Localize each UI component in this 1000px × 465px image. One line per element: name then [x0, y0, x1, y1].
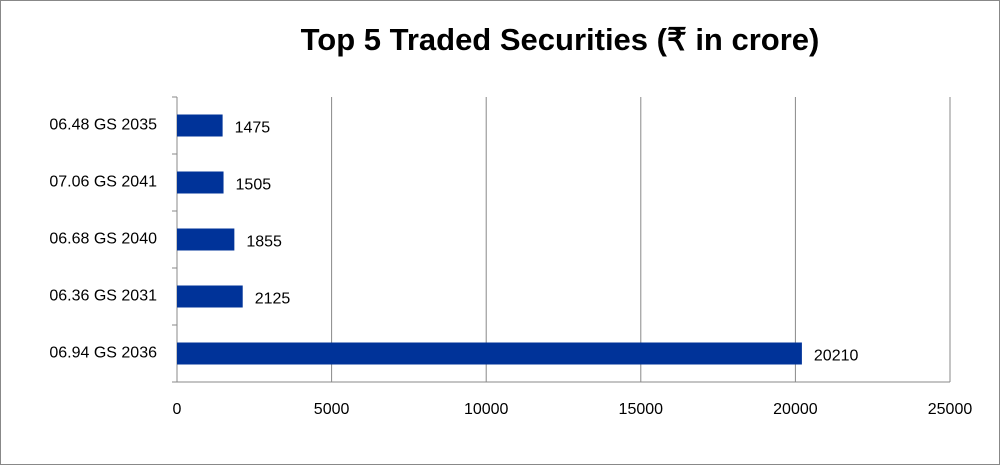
- bar: [177, 114, 223, 137]
- x-tick-label: 0: [173, 401, 182, 418]
- y-tick-label: 06.48 GS 2035: [49, 117, 157, 134]
- x-tick-label: 10000: [464, 401, 509, 418]
- data-label: 1505: [236, 177, 272, 194]
- y-tick-label: 06.68 GS 2040: [49, 231, 157, 248]
- data-label: 2125: [255, 291, 291, 308]
- data-label: 1855: [246, 234, 282, 251]
- y-tick-label: 06.36 GS 2031: [49, 288, 157, 305]
- y-tick-label: 07.06 GS 2041: [49, 174, 157, 191]
- bar: [177, 228, 235, 251]
- x-tick-label: 20000: [773, 401, 818, 418]
- data-label: 20210: [814, 348, 859, 365]
- chart-title: Top 5 Traded Securities (₹ in crore): [301, 22, 820, 57]
- data-label: 1475: [235, 120, 271, 137]
- x-tick-label: 5000: [314, 401, 350, 418]
- bar: [177, 342, 802, 365]
- bar: [177, 285, 243, 308]
- x-tick-label: 25000: [928, 401, 973, 418]
- bar: [177, 171, 224, 194]
- y-tick-label: 06.94 GS 2036: [49, 345, 157, 362]
- x-tick-label: 15000: [619, 401, 664, 418]
